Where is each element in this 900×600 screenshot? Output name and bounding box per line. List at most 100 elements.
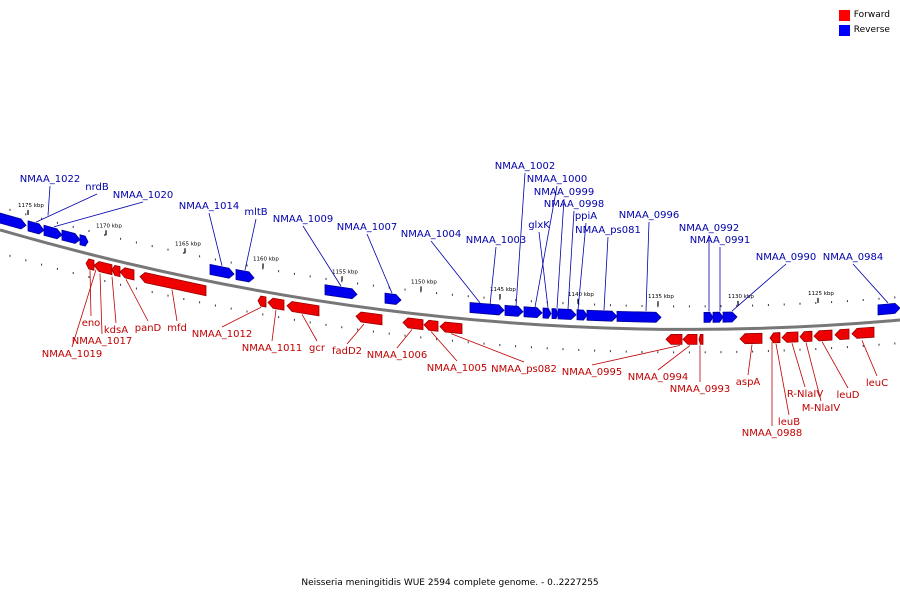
reverse-gene-arrow[interactable] (722, 311, 738, 323)
forward-gene-arrow[interactable] (267, 297, 285, 311)
gene-label[interactable]: NMAA_1009 (273, 214, 334, 225)
gene-label[interactable]: NMAA_1011 (242, 343, 303, 354)
reverse-gene-arrow[interactable] (43, 224, 63, 240)
gene-label-group: NMAA_ps081 (575, 225, 641, 310)
reverse-gene-arrow[interactable] (27, 220, 45, 235)
tick-label: 1140 kbp (568, 292, 594, 298)
forward-gene-arrow[interactable] (698, 333, 704, 345)
forward-gene-arrow[interactable] (799, 330, 813, 343)
gene-label[interactable]: ppiA (575, 211, 597, 222)
forward-gene-arrow[interactable] (85, 258, 95, 271)
reverse-gene-arrow[interactable] (576, 309, 588, 321)
forward-gene-arrow[interactable] (769, 332, 781, 344)
forward-gene-arrow[interactable] (682, 333, 698, 345)
reverse-gene-arrow[interactable] (384, 292, 402, 305)
reverse-gene-arrow[interactable] (586, 309, 618, 322)
forward-gene-arrow[interactable] (257, 295, 267, 308)
forward-gene-arrow[interactable] (851, 326, 875, 339)
gene-label[interactable]: NMAA_1007 (337, 222, 398, 233)
forward-gene-arrow[interactable] (119, 267, 135, 281)
reverse-gene-arrow[interactable] (557, 308, 577, 320)
gene-label[interactable]: NMAA_1022 (20, 174, 81, 185)
reverse-gene-arrow[interactable] (209, 263, 235, 279)
reverse-gene-arrow[interactable] (504, 304, 524, 317)
scale-tick: 1130 kbp (728, 294, 754, 306)
gene-label[interactable]: NMAA_0999 (534, 187, 595, 198)
forward-gene-arrow[interactable] (834, 328, 850, 341)
forward-gene-arrow[interactable] (93, 261, 113, 276)
genome-backbone (0, 228, 900, 331)
gene-label[interactable]: NMAA_1002 (495, 161, 556, 172)
reverse-gene-arrow[interactable] (235, 269, 255, 283)
gene-label[interactable]: NMAA_1006 (367, 350, 428, 361)
gene-label[interactable]: NMAA_1004 (401, 229, 462, 240)
gene-label[interactable]: NMAA_1020 (113, 190, 174, 201)
gene-label[interactable]: panD (135, 323, 162, 334)
gene-label[interactable]: NMAA_1005 (427, 363, 488, 374)
gene-label[interactable]: nrdB (85, 182, 109, 193)
gene-label[interactable]: NMAA_0996 (619, 210, 680, 221)
gene-label-group: NMAA_1007 (337, 222, 398, 294)
gene-label[interactable]: NMAA_ps082 (491, 364, 557, 375)
forward-gene-arrow[interactable] (439, 321, 463, 335)
gene-label[interactable]: NMAA_0988 (742, 428, 803, 439)
reverse-gene-arrow[interactable] (703, 311, 714, 323)
forward-gene-arrow[interactable] (286, 301, 320, 317)
gene-label[interactable]: NMAA_0993 (670, 384, 731, 395)
gene-label[interactable]: NMAA_0990 (756, 252, 817, 263)
gene-label[interactable]: NMAA_0991 (690, 235, 751, 246)
forward-gene-arrow[interactable] (402, 317, 424, 331)
gene-label[interactable]: leuB (778, 417, 800, 428)
gene-label[interactable]: eno (82, 318, 101, 329)
gene-label[interactable]: M-NlaIV (802, 403, 841, 414)
gene-label[interactable]: NMAA_1003 (466, 235, 527, 246)
reverse-gene-arrow[interactable] (616, 310, 662, 323)
gene-label[interactable]: NMAA_0984 (823, 252, 884, 263)
reverse-gene-arrow[interactable] (469, 302, 505, 316)
tick-label: 1175 kbp (18, 203, 44, 209)
gene-label[interactable]: mfd (167, 323, 187, 334)
forward-gene-arrow[interactable] (355, 311, 383, 326)
gene-label[interactable]: NMAA_1000 (527, 174, 588, 185)
reverse-gene-arrow[interactable] (712, 311, 724, 323)
gene-label[interactable]: leuC (866, 378, 888, 389)
gene-label[interactable]: glxK (528, 220, 550, 231)
forward-gene-arrow[interactable] (665, 333, 683, 345)
forward-gene-arrow[interactable] (423, 319, 439, 332)
gene-label[interactable]: NMAA_1019 (42, 349, 103, 360)
forward-gene-arrow[interactable] (111, 264, 121, 278)
gene-label-group: NMAA_1011 (242, 309, 303, 354)
reverse-gene-arrow[interactable] (877, 302, 900, 316)
gene-label[interactable]: NMAA_0992 (679, 223, 740, 234)
reverse-gene-arrow[interactable] (551, 308, 559, 320)
gene-label[interactable]: NMAA_1012 (192, 329, 253, 340)
gene-label[interactable]: fadD2 (332, 346, 362, 357)
gene-label-group: NMAA_0993 (670, 345, 731, 395)
forward-gene-arrow[interactable] (139, 272, 207, 297)
gene-label[interactable]: kdsA (104, 325, 128, 336)
forward-gene-arrow[interactable] (813, 329, 833, 342)
gene-label-group: glxK (528, 220, 550, 308)
gene-label[interactable]: NMAA_ps081 (575, 225, 641, 236)
gene-label[interactable]: R-NlaIV (787, 389, 823, 400)
reverse-gene-arrow[interactable] (61, 229, 81, 244)
gene-label[interactable]: gcr (309, 343, 326, 354)
reverse-gene-arrow[interactable] (79, 234, 89, 247)
gene-label[interactable]: NMAA_0995 (562, 367, 623, 378)
forward-gene-arrow[interactable] (739, 332, 763, 345)
gene-label[interactable]: NMAA_0998 (544, 199, 605, 210)
reverse-gene-arrow[interactable] (324, 284, 358, 300)
gene-label[interactable]: leuD (837, 390, 860, 401)
reverse-gene-arrow[interactable] (542, 307, 552, 319)
gene-label[interactable]: aspA (736, 377, 761, 388)
reverse-gene-arrow[interactable] (523, 306, 543, 319)
gene-label[interactable]: mltB (244, 207, 267, 218)
gene-label[interactable]: NMAA_1014 (179, 201, 240, 212)
legend: Forward Reverse (838, 9, 890, 39)
gene-label[interactable]: NMAA_0994 (628, 372, 689, 383)
reverse-gene-arrow[interactable] (0, 212, 27, 230)
gene-label[interactable]: NMAA_1017 (72, 336, 133, 347)
forward-gene-arrow[interactable] (781, 331, 799, 343)
gene-label-group: NMAA_0990 (731, 252, 817, 312)
